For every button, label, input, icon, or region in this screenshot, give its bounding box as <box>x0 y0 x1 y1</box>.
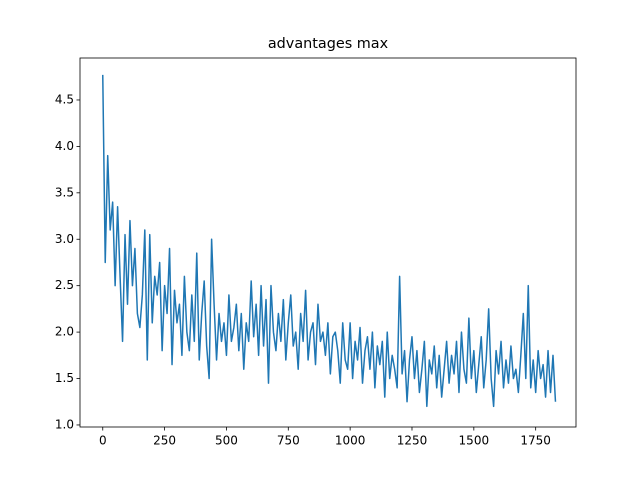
y-tick-label: 2.5 <box>55 278 74 292</box>
x-tick-label: 1000 <box>335 434 366 448</box>
axes-frame <box>79 57 577 428</box>
y-tick-label: 3.5 <box>55 185 74 199</box>
y-tick-label: 2.0 <box>55 325 74 339</box>
x-tick-label: 750 <box>277 434 300 448</box>
chart-title: advantages max <box>268 36 389 52</box>
y-tick-label: 1.5 <box>55 371 74 385</box>
x-tick-label: 1500 <box>459 434 490 448</box>
y-tick-label: 4.0 <box>55 139 74 153</box>
x-tick-label: 1750 <box>520 434 551 448</box>
y-tick-label: 4.5 <box>55 92 74 106</box>
y-tick-label: 1.0 <box>55 417 74 431</box>
x-tick-label: 500 <box>215 434 238 448</box>
y-tick-label: 3.0 <box>55 232 74 246</box>
x-tick-label: 1250 <box>397 434 428 448</box>
data-line <box>102 74 557 408</box>
x-tick-label: 0 <box>99 434 107 448</box>
x-tick-label: 250 <box>153 434 176 448</box>
